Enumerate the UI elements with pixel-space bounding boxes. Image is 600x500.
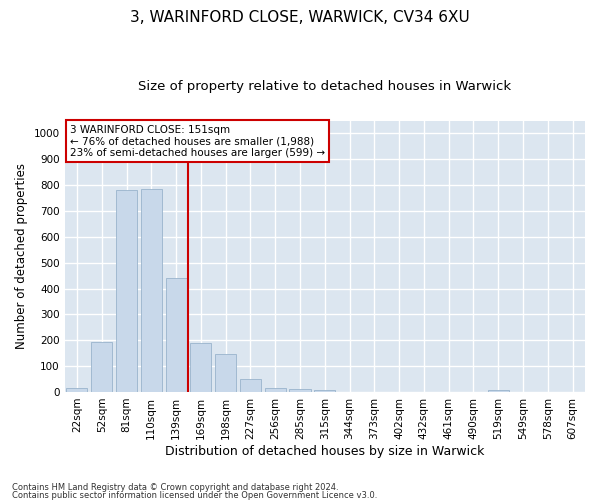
Y-axis label: Number of detached properties: Number of detached properties bbox=[15, 164, 28, 350]
Bar bbox=[67, 388, 88, 392]
Text: Contains public sector information licensed under the Open Government Licence v3: Contains public sector information licen… bbox=[12, 490, 377, 500]
Bar bbox=[265, 388, 286, 392]
Bar bbox=[141, 189, 162, 392]
X-axis label: Distribution of detached houses by size in Warwick: Distribution of detached houses by size … bbox=[165, 444, 484, 458]
Bar bbox=[215, 354, 236, 392]
Bar bbox=[190, 343, 211, 392]
Bar bbox=[116, 190, 137, 392]
Bar bbox=[166, 278, 187, 392]
Text: 3 WARINFORD CLOSE: 151sqm
← 76% of detached houses are smaller (1,988)
23% of se: 3 WARINFORD CLOSE: 151sqm ← 76% of detac… bbox=[70, 124, 325, 158]
Title: Size of property relative to detached houses in Warwick: Size of property relative to detached ho… bbox=[138, 80, 511, 93]
Text: 3, WARINFORD CLOSE, WARWICK, CV34 6XU: 3, WARINFORD CLOSE, WARWICK, CV34 6XU bbox=[130, 10, 470, 25]
Text: Contains HM Land Registry data © Crown copyright and database right 2024.: Contains HM Land Registry data © Crown c… bbox=[12, 484, 338, 492]
Bar bbox=[488, 390, 509, 392]
Bar bbox=[314, 390, 335, 392]
Bar bbox=[240, 379, 261, 392]
Bar bbox=[289, 389, 311, 392]
Bar bbox=[91, 342, 112, 392]
